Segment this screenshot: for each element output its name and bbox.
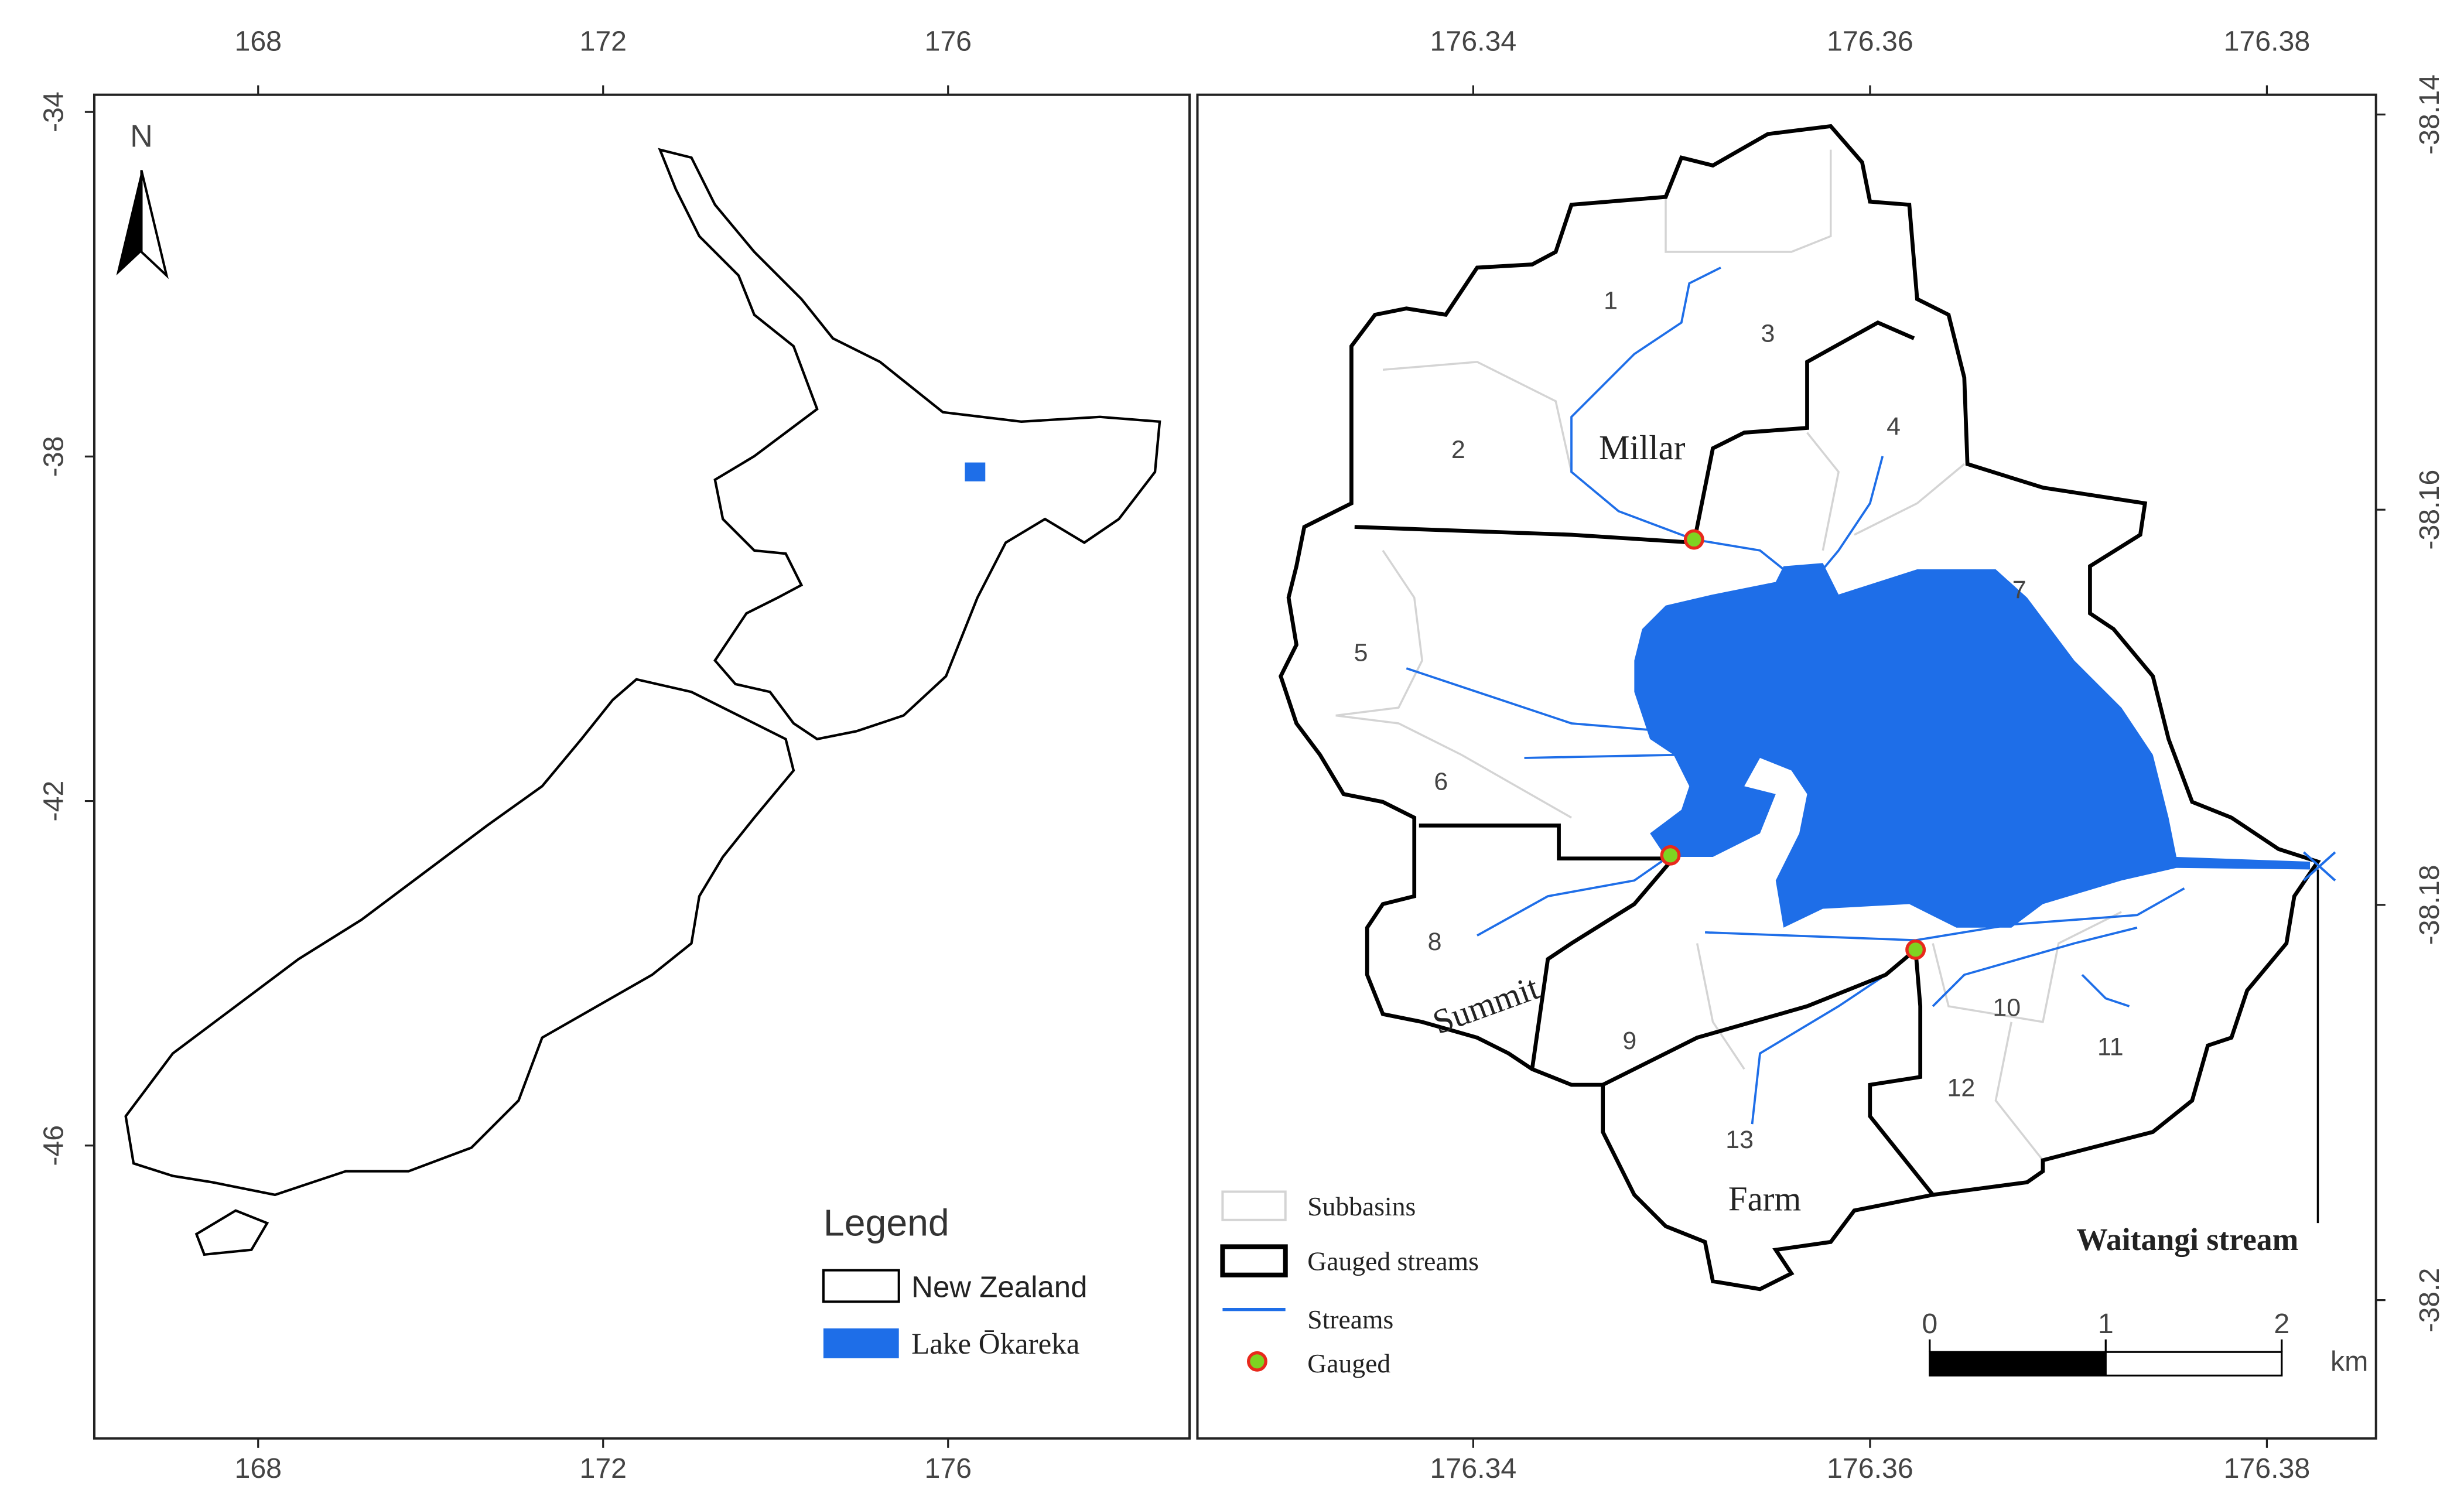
- lake: [1634, 563, 2311, 928]
- stream-name: Farm: [1728, 1180, 1802, 1218]
- legend-swatch: [1220, 1244, 1288, 1277]
- legend-label: New Zealand: [911, 1270, 1087, 1303]
- subbasin-label: 9: [1622, 1027, 1636, 1055]
- south-island: [124, 678, 795, 1197]
- legend-label: Gauged streams: [1307, 1246, 1479, 1276]
- y-tick-label: -38.18: [2414, 865, 2445, 945]
- stream-name: Millar: [1599, 428, 1686, 467]
- overview-frame: [93, 93, 1191, 1440]
- gauged-divides: [1354, 320, 1935, 1196]
- catchment-boundary: [1279, 124, 2321, 1292]
- subbasin-boundaries: [1335, 149, 2122, 1161]
- overview-map: N Legend New Zealand Lake Ōkareka: [93, 93, 1191, 1440]
- x-tick-label: 176: [924, 26, 972, 57]
- scale-label: 2: [2274, 1308, 2289, 1340]
- y-tick-label: -34: [37, 91, 69, 132]
- x-tick-label: 168: [234, 26, 282, 57]
- y-tick-label: -38.2: [2414, 1268, 2445, 1333]
- north-island: [658, 148, 1161, 741]
- outlet-marker: [2302, 851, 2336, 882]
- scale-segment: [2104, 1351, 2283, 1377]
- x-tick-label: 172: [579, 1453, 627, 1484]
- subbasin-label: 7: [2012, 576, 2026, 604]
- lake-location: [965, 462, 986, 481]
- subbasin-label: 10: [1993, 994, 2021, 1022]
- legend-label: Gauged: [1307, 1348, 1390, 1378]
- subbasin-label: 8: [1428, 928, 1442, 956]
- y-tick-label: -38: [37, 436, 69, 477]
- x-tick-label: 176.38: [2224, 1453, 2311, 1484]
- y-tick-label: -46: [37, 1125, 69, 1166]
- x-tick-label: 176: [924, 1453, 972, 1484]
- scale-label: 1: [2098, 1308, 2114, 1340]
- north-label: N: [130, 118, 153, 153]
- x-tick-label: 176.36: [1827, 1453, 1913, 1484]
- legend-title: Legend: [823, 1202, 949, 1244]
- legend-swatch: [822, 1269, 900, 1303]
- legend-swatch: [823, 1328, 899, 1358]
- y-tick-label: -38.16: [2414, 470, 2445, 550]
- gauge: [1905, 939, 1926, 960]
- gauge: [1683, 529, 1704, 550]
- legend-swatch: [1246, 1351, 1267, 1372]
- subbasin-label: 11: [2097, 1033, 2124, 1061]
- scale-label: 0: [1922, 1308, 1937, 1340]
- x-tick-label: 176.38: [2224, 26, 2311, 57]
- y-tick-label: -42: [37, 781, 69, 822]
- legend-label: Subbasins: [1307, 1191, 1416, 1221]
- subbasin-label: 3: [1761, 320, 1775, 348]
- legend-label: Lake Ōkareka: [911, 1328, 1079, 1361]
- subbasin-label: 5: [1354, 638, 1368, 667]
- subbasin-label: 6: [1434, 767, 1448, 795]
- legend-swatch: [1221, 1190, 1287, 1221]
- stewart-island: [194, 1209, 269, 1256]
- subbasin-label: 1: [1604, 286, 1618, 315]
- subbasin-label: 12: [1947, 1074, 1976, 1102]
- scale-unit: km: [2330, 1345, 2368, 1377]
- north-arrow: N: [116, 118, 169, 279]
- scale-segment: [1929, 1351, 2107, 1377]
- legend-label: Streams: [1307, 1304, 1393, 1334]
- x-tick-label: 168: [234, 1453, 282, 1484]
- gauge: [1660, 845, 1681, 866]
- gauges: [1660, 529, 1926, 960]
- subbasin-label: 4: [1887, 412, 1901, 440]
- x-tick-label: 176.34: [1430, 1453, 1517, 1484]
- x-tick-label: 176.34: [1430, 26, 1517, 57]
- catchment-map: Subbasins Gauged streams Streams Gauged …: [1196, 93, 2377, 1440]
- streams: [1406, 267, 2185, 1125]
- catchment-frame: [1196, 93, 2377, 1440]
- y-tick-label: -38.14: [2414, 74, 2445, 155]
- x-tick-label: 172: [579, 26, 627, 57]
- subbasin-label: 13: [1725, 1126, 1754, 1154]
- x-tick-label: 176.36: [1827, 26, 1913, 57]
- stream-name: Waitangi stream: [2076, 1222, 2298, 1257]
- subbasin-label: 2: [1451, 436, 1465, 464]
